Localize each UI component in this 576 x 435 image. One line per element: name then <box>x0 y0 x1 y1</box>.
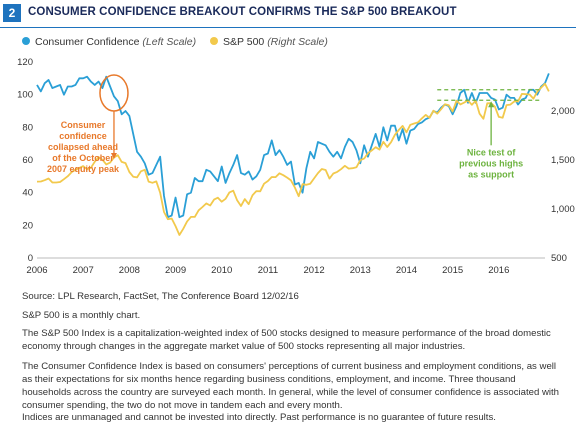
legend-item-consumer-confidence: Consumer Confidence (Left Scale) <box>22 36 196 48</box>
x-tick-label: 2012 <box>304 265 325 276</box>
sp500-definition: The S&P 500 Index is a capitalization-we… <box>22 328 551 352</box>
source-note: Source: LPL Research, FactSet, The Confe… <box>22 291 299 302</box>
annotation-orange-line: of the October <box>52 153 114 163</box>
highlight-circle <box>99 74 129 112</box>
annotation-arrowhead-orange <box>110 152 117 159</box>
legend: Consumer Confidence (Left Scale) S&P 500… <box>0 36 576 52</box>
x-tick-label: 2013 <box>350 265 371 276</box>
left-tick-label: 60 <box>22 155 33 166</box>
annotation-orange-line: collapsed ahead <box>48 142 118 152</box>
x-tick-label: 2010 <box>211 265 232 276</box>
consumer-confidence-line <box>36 73 550 219</box>
sp500-line <box>36 82 550 236</box>
left-tick-label: 40 <box>22 188 33 199</box>
right-tick-label: 2,000 <box>551 106 575 117</box>
chart-title: CONSUMER CONFIDENCE BREAKOUT CONFIRMS TH… <box>28 6 457 18</box>
annotation-orange-line: confidence <box>59 131 107 141</box>
legend-label-sp500: S&P 500 <box>223 36 265 48</box>
x-tick-label: 2016 <box>488 265 509 276</box>
x-tick-label: 2015 <box>442 265 463 276</box>
left-tick-label: 0 <box>28 253 33 264</box>
right-tick-label: 500 <box>551 253 567 264</box>
cci-definition: The Consumer Confidence Index is based o… <box>22 361 560 411</box>
annotation-orange-line: 2007 equity peak <box>47 164 120 174</box>
line-chart: 0 20 40 60 80 100 120 500 1,000 1,500 2,000 2006 200… <box>17 57 575 276</box>
x-tick-label: 2008 <box>119 265 140 276</box>
x-tick-label: 2014 <box>396 265 417 276</box>
annotation-green-line: as support <box>468 169 514 179</box>
legend-swatch-sp500 <box>210 37 218 45</box>
x-tick-label: 2006 <box>26 265 47 276</box>
monthly-note: S&P 500 is a monthly chart. <box>22 310 141 321</box>
annotation-green-line: previous highs <box>459 158 523 168</box>
header-rule <box>0 27 576 28</box>
left-tick-label: 120 <box>17 57 33 68</box>
annotation-green-line: Nice test of <box>467 147 517 157</box>
chart-header: 2 CONSUMER CONFIDENCE BREAKOUT CONFIRMS … <box>0 4 576 28</box>
x-tick-label: 2007 <box>73 265 94 276</box>
right-tick-label: 1,500 <box>551 155 575 166</box>
legend-item-sp500: S&P 500 (Right Scale) <box>210 36 328 48</box>
disclaimer: Indices are unmanaged and cannot be inve… <box>22 412 496 423</box>
legend-label-consumer-confidence: Consumer Confidence <box>35 36 140 48</box>
annotation-arrowhead-green <box>488 101 495 108</box>
x-tick-label: 2009 <box>165 265 186 276</box>
left-tick-label: 20 <box>22 220 33 231</box>
left-tick-label: 100 <box>17 90 33 101</box>
left-tick-label: 80 <box>22 122 33 133</box>
legend-scale-consumer-confidence: (Left Scale) <box>142 36 197 48</box>
x-tick-label: 2011 <box>258 265 278 276</box>
figure-number-badge: 2 <box>3 4 21 22</box>
right-tick-label: 1,000 <box>551 204 575 215</box>
legend-scale-sp500: (Right Scale) <box>267 36 328 48</box>
annotation-orange-line: Consumer <box>61 120 106 130</box>
legend-swatch-consumer-confidence <box>22 37 30 45</box>
